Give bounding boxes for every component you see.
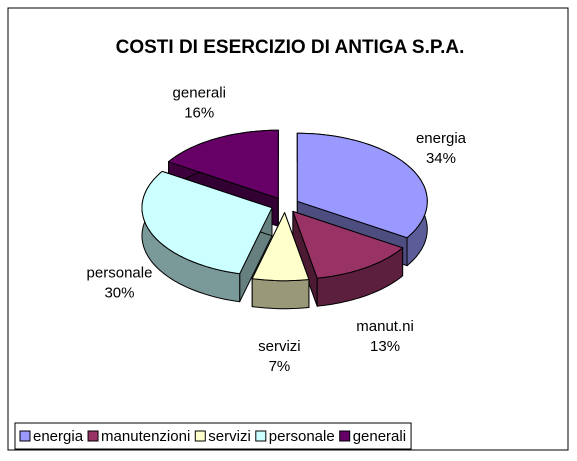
data-label-value: 13% (370, 338, 400, 355)
slice-top (141, 170, 273, 275)
data-label-name: manut.ni (356, 318, 414, 335)
slice-top (168, 129, 279, 199)
data-label-name: generali (173, 84, 226, 101)
legend-swatch (87, 430, 99, 442)
data-label-value: 30% (104, 285, 134, 302)
legend-label: personale (269, 428, 335, 445)
legend-swatch (339, 430, 351, 442)
slice-top (292, 210, 404, 279)
legend-swatch (194, 430, 206, 442)
data-label-value: 16% (184, 104, 214, 121)
slice-top (251, 212, 310, 282)
data-label-value: 34% (426, 150, 456, 167)
pie-slice (292, 210, 404, 307)
data-label-value: 7% (269, 358, 291, 375)
data-label-name: energia (416, 130, 467, 147)
slice-top (296, 132, 428, 239)
legend-label: manutenzioni (101, 428, 190, 445)
data-label-name: personale (87, 265, 153, 282)
pie-slice (141, 170, 273, 303)
legend-swatch (255, 430, 267, 442)
chart-title: COSTI DI ESERCIZIO DI ANTIGA S.P.A. (116, 37, 465, 58)
data-label-name: servizi (258, 338, 301, 355)
pie-slice (251, 212, 310, 310)
legend-label: energia (33, 428, 84, 445)
legend-swatch (19, 430, 31, 442)
legend-label: servizi (208, 428, 251, 445)
legend-label: generali (353, 428, 406, 445)
slice-wall (251, 278, 310, 310)
